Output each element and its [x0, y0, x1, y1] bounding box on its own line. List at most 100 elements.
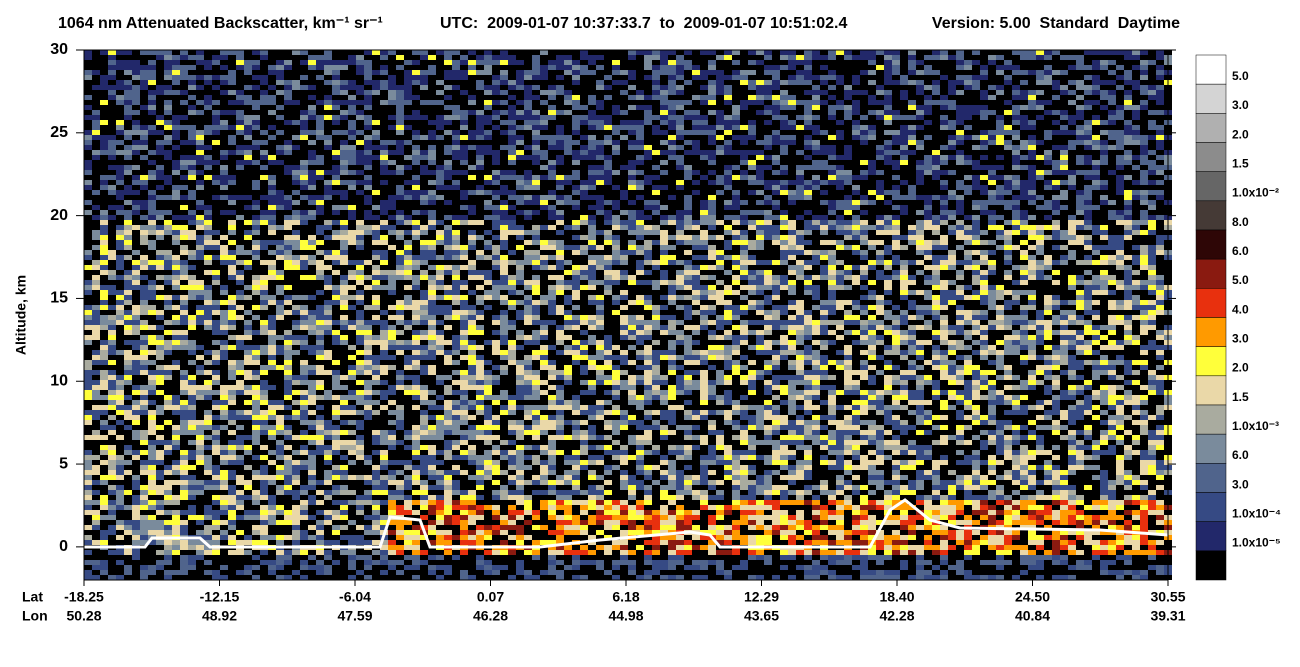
- backscatter-cell: [700, 55, 708, 60]
- backscatter-cell: [180, 180, 188, 185]
- backscatter-cell: [108, 165, 116, 170]
- backscatter-cell: [516, 100, 524, 105]
- backscatter-cell: [1044, 220, 1052, 225]
- backscatter-cell: [908, 50, 916, 55]
- backscatter-cell: [804, 225, 812, 230]
- backscatter-cell: [540, 180, 548, 185]
- backscatter-cell: [868, 60, 876, 65]
- backscatter-cell: [412, 110, 420, 115]
- backscatter-cell: [1148, 90, 1156, 95]
- backscatter-cell: [892, 55, 900, 60]
- backscatter-cell: [396, 180, 404, 185]
- backscatter-cell: [308, 55, 316, 60]
- backscatter-cell: [860, 195, 868, 200]
- backscatter-cell: [556, 165, 564, 170]
- backscatter-cell: [1100, 115, 1108, 120]
- backscatter-cell: [132, 65, 140, 70]
- backscatter-cell: [628, 210, 636, 215]
- backscatter-cell: [196, 145, 204, 150]
- backscatter-cell: [236, 145, 244, 150]
- backscatter-cell: [172, 95, 180, 100]
- backscatter-cell: [980, 60, 988, 65]
- backscatter-cell: [420, 65, 428, 70]
- backscatter-cell: [620, 145, 628, 150]
- backscatter-cell: [524, 50, 532, 55]
- backscatter-cell: [772, 165, 780, 170]
- backscatter-cell: [1156, 185, 1164, 190]
- backscatter-cell: [260, 60, 268, 65]
- backscatter-cell: [196, 95, 204, 100]
- backscatter-cell: [1148, 145, 1156, 150]
- backscatter-cell: [228, 220, 236, 225]
- backscatter-cell: [196, 120, 204, 125]
- backscatter-cell: [276, 180, 284, 185]
- backscatter-cell: [1076, 60, 1084, 65]
- backscatter-cell: [932, 205, 940, 210]
- backscatter-cell: [380, 70, 388, 75]
- backscatter-cell: [204, 80, 212, 85]
- backscatter-cell: [100, 185, 108, 190]
- backscatter-cell: [788, 100, 796, 105]
- backscatter-cell: [236, 85, 244, 90]
- backscatter-cell: [324, 150, 332, 155]
- backscatter-cell: [388, 180, 396, 185]
- backscatter-cell: [372, 115, 380, 120]
- backscatter-cell: [308, 170, 316, 175]
- backscatter-cell: [940, 100, 948, 105]
- backscatter-cell: [1084, 120, 1092, 125]
- backscatter-cell: [996, 120, 1004, 125]
- backscatter-cell: [1076, 220, 1084, 225]
- backscatter-cell: [1124, 185, 1132, 190]
- backscatter-cell: [492, 195, 500, 200]
- backscatter-cell: [228, 230, 236, 235]
- backscatter-cell: [996, 125, 1004, 130]
- backscatter-cell: [868, 200, 876, 205]
- backscatter-cell: [116, 155, 124, 160]
- backscatter-cell: [260, 90, 268, 95]
- backscatter-cell: [332, 145, 340, 150]
- backscatter-cell: [692, 205, 700, 210]
- backscatter-cell: [284, 75, 292, 80]
- backscatter-cell: [1036, 200, 1044, 205]
- backscatter-cell: [452, 85, 460, 90]
- backscatter-cell: [1044, 130, 1052, 135]
- backscatter-cell: [1100, 205, 1108, 210]
- backscatter-cell: [132, 225, 140, 230]
- backscatter-cell: [180, 185, 188, 190]
- backscatter-cell: [1076, 55, 1084, 60]
- backscatter-cell: [500, 205, 508, 210]
- backscatter-cell: [644, 60, 652, 65]
- backscatter-cell: [684, 190, 692, 195]
- backscatter-cell: [956, 220, 964, 225]
- backscatter-cell: [508, 105, 516, 110]
- backscatter-cell: [460, 110, 468, 115]
- backscatter-cell: [820, 65, 828, 70]
- backscatter-cell: [828, 125, 836, 130]
- backscatter-cell: [548, 180, 556, 185]
- backscatter-cell: [484, 50, 492, 55]
- backscatter-cell: [636, 160, 644, 165]
- backscatter-cell: [1084, 185, 1092, 190]
- backscatter-cell: [636, 135, 644, 140]
- backscatter-cell: [452, 75, 460, 80]
- backscatter-cell: [548, 70, 556, 75]
- backscatter-cell: [316, 95, 324, 100]
- backscatter-cell: [836, 160, 844, 165]
- backscatter-cell: [92, 150, 100, 155]
- backscatter-cell: [612, 225, 620, 230]
- backscatter-cell: [1100, 50, 1108, 55]
- backscatter-cell: [628, 200, 636, 205]
- backscatter-cell: [700, 170, 708, 175]
- backscatter-cell: [804, 185, 812, 190]
- backscatter-cell: [628, 110, 636, 115]
- backscatter-cell: [964, 115, 972, 120]
- backscatter-cell: [900, 55, 908, 60]
- backscatter-cell: [132, 230, 140, 235]
- backscatter-cell: [876, 140, 884, 145]
- backscatter-cell: [196, 185, 204, 190]
- backscatter-cell: [748, 150, 756, 155]
- backscatter-cell: [444, 155, 452, 160]
- backscatter-cell: [644, 215, 652, 220]
- backscatter-cell: [972, 165, 980, 170]
- backscatter-cell: [852, 95, 860, 100]
